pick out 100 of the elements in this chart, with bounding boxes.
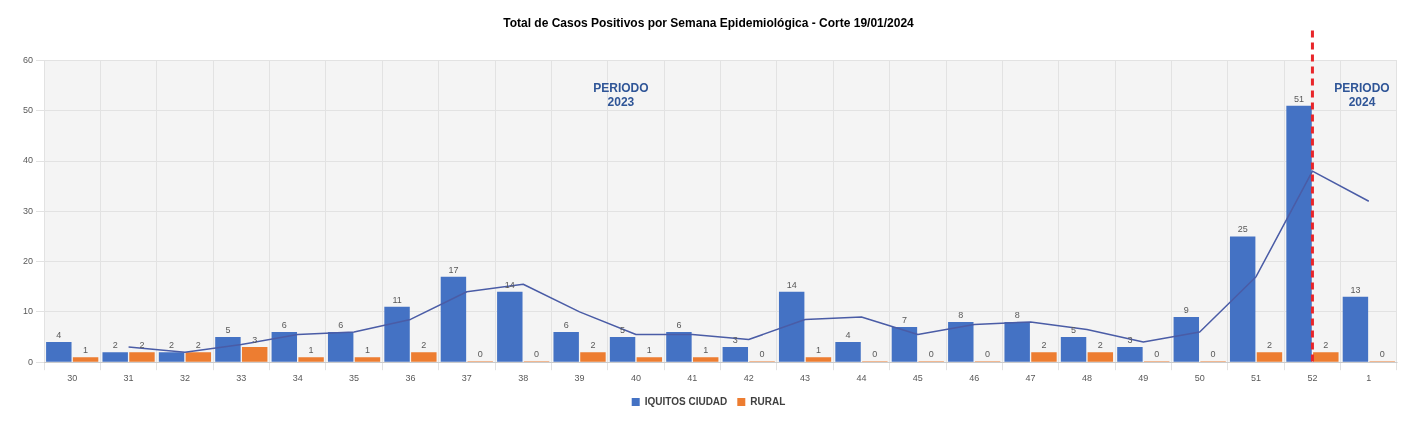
bar <box>805 357 832 362</box>
bar <box>1004 321 1030 362</box>
x-tick-label: 45 <box>912 373 923 384</box>
bar <box>580 352 606 362</box>
x-tick-label: 37 <box>461 373 472 384</box>
data-label: 6 <box>338 320 344 330</box>
x-tick-label: 49 <box>1138 373 1149 384</box>
bar <box>1031 352 1057 362</box>
data-label: 2 <box>1323 340 1329 351</box>
bar <box>298 357 324 362</box>
x-tick-label: 31 <box>123 373 134 384</box>
data-label: 0 <box>477 349 483 360</box>
x-tick-label: 1 <box>1366 373 1372 384</box>
bar <box>1173 316 1200 362</box>
bar <box>692 357 719 362</box>
data-label: 1 <box>83 345 89 356</box>
data-label: 2 <box>139 340 145 351</box>
data-label: 5 <box>225 325 231 336</box>
data-label: 0 <box>534 349 540 360</box>
data-label: 17 <box>448 264 459 275</box>
bar <box>327 332 354 362</box>
bar <box>1256 352 1283 362</box>
bar <box>609 337 636 362</box>
bar <box>1342 296 1369 362</box>
y-tick-label: 30 <box>23 205 34 216</box>
x-tick-label: 41 <box>687 373 698 384</box>
data-label: 11 <box>392 294 402 305</box>
x-tick-label: 33 <box>236 373 247 384</box>
bar <box>553 332 579 362</box>
data-label: 1 <box>703 345 709 356</box>
data-label: 13 <box>1350 284 1361 295</box>
legend-label: RURAL <box>750 395 786 407</box>
data-label: 0 <box>872 349 878 360</box>
data-label: 7 <box>901 314 907 325</box>
data-label: 5 <box>620 325 626 336</box>
bar <box>241 347 268 362</box>
bar <box>722 347 749 362</box>
chart-title: Total de Casos Positivos por Semana Epidemiológica - Corte 19/01/2024 <box>503 15 915 30</box>
x-tick-label: 47 <box>1025 373 1036 384</box>
x-tick-label: 39 <box>574 373 585 384</box>
data-label: 6 <box>676 320 682 330</box>
data-label: 4 <box>56 330 62 341</box>
data-label: 51 <box>1294 93 1305 104</box>
bar <box>158 352 185 362</box>
annotation: PERIODO 2024 <box>1334 80 1390 109</box>
data-label: 8 <box>958 309 964 320</box>
data-label: 0 <box>1210 349 1216 360</box>
bar <box>778 291 805 362</box>
x-tick-label: 48 <box>1081 373 1092 384</box>
data-label: 0 <box>985 349 991 360</box>
y-tick-label: 10 <box>23 306 34 317</box>
x-tick-label: 38 <box>518 373 529 384</box>
y-tick-label: 40 <box>23 155 34 166</box>
bar <box>666 332 692 362</box>
y-tick-label: 0 <box>28 356 34 367</box>
x-tick-label: 51 <box>1251 373 1262 384</box>
bar <box>1117 347 1143 362</box>
bar <box>497 291 523 362</box>
data-label: 2 <box>590 340 596 351</box>
x-tick-label: 50 <box>1194 373 1205 384</box>
bar <box>46 342 72 362</box>
bar <box>1286 105 1312 362</box>
x-tick-label: 52 <box>1307 373 1318 384</box>
bar <box>636 357 663 362</box>
x-tick-label: 35 <box>349 373 360 384</box>
bar <box>411 352 437 362</box>
data-label: 14 <box>786 279 797 290</box>
x-tick-label: 32 <box>179 373 190 384</box>
x-tick-label: 36 <box>405 373 416 384</box>
data-label: 8 <box>1014 309 1020 320</box>
data-label: 0 <box>759 349 765 360</box>
bar <box>1060 337 1087 362</box>
data-label: 2 <box>169 340 175 351</box>
bar <box>102 352 128 362</box>
data-label: 0 <box>928 349 934 360</box>
bar <box>1229 236 1256 362</box>
data-label: 2 <box>421 340 427 351</box>
y-tick-label: 50 <box>23 105 34 116</box>
bar <box>129 352 155 362</box>
bar <box>835 342 861 362</box>
bar <box>271 332 298 362</box>
bar <box>354 357 381 362</box>
x-tick-label: 30 <box>67 373 78 384</box>
data-label: 3 <box>732 335 738 346</box>
data-label: 2 <box>1266 340 1272 351</box>
data-label: 2 <box>1097 340 1103 351</box>
bar <box>1087 352 1114 362</box>
data-label: 6 <box>281 320 287 330</box>
y-tick-label: 20 <box>23 256 34 267</box>
data-label: 4 <box>845 330 851 341</box>
data-label: 3 <box>252 335 258 346</box>
data-label: 0 <box>1154 349 1160 360</box>
x-tick-label: 42 <box>743 373 754 384</box>
data-label: 1 <box>308 345 314 356</box>
data-label: 1 <box>364 345 370 356</box>
data-label: 0 <box>1379 349 1385 360</box>
bar <box>215 337 241 362</box>
bar <box>1313 352 1339 362</box>
x-tick-label: 46 <box>969 373 980 384</box>
legend-label: IQUITOS CIUDAD <box>644 395 728 407</box>
